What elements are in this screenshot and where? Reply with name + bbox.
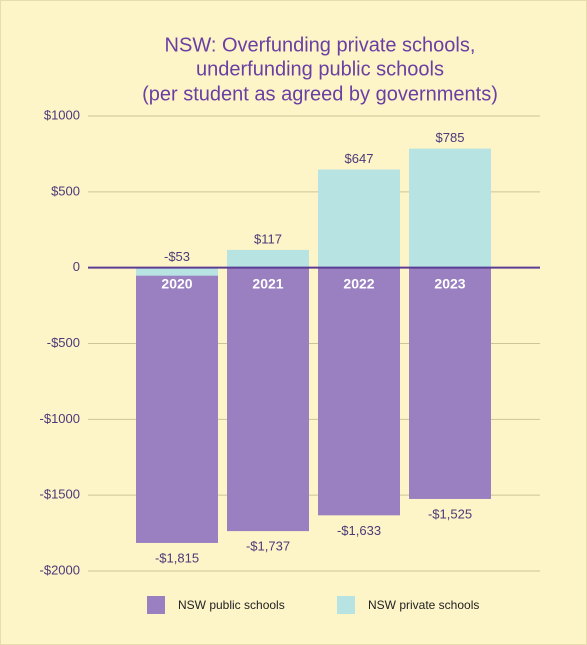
legend-label: NSW private schools <box>368 598 479 612</box>
value-label: -$1,633 <box>337 523 381 538</box>
chart-title: NSW: Overfunding private schools, <box>165 34 476 56</box>
category-label: 2023 <box>434 275 465 291</box>
y-tick-label: 0 <box>73 259 80 274</box>
value-label: -$53 <box>164 249 190 264</box>
value-label: -$1,525 <box>428 506 472 521</box>
y-tick-label: -$1000 <box>40 411 80 426</box>
value-label: $647 <box>345 151 374 166</box>
bar <box>136 267 218 543</box>
value-label: $785 <box>436 130 465 145</box>
bar <box>409 148 491 268</box>
category-label: 2021 <box>252 275 283 291</box>
y-tick-label: -$1500 <box>40 487 80 502</box>
y-tick-label: -$500 <box>47 335 80 350</box>
legend-label: NSW public schools <box>178 598 285 612</box>
bar <box>409 267 491 499</box>
y-tick-label: -$2000 <box>40 562 80 577</box>
legend-swatch <box>337 596 355 614</box>
y-tick-label: $500 <box>51 183 80 198</box>
chart-title: underfunding public schools <box>196 58 444 80</box>
value-label: -$1,815 <box>155 550 199 565</box>
value-label: -$1,737 <box>246 539 290 554</box>
bar <box>227 267 309 532</box>
legend-swatch <box>147 596 165 614</box>
chart-title: (per student as agreed by governments) <box>142 83 498 105</box>
bar <box>227 249 309 268</box>
bar <box>318 169 400 268</box>
bar <box>318 267 400 516</box>
value-label: $117 <box>254 231 282 246</box>
category-label: 2022 <box>343 275 374 291</box>
category-label: 2020 <box>161 275 192 291</box>
bar <box>136 267 218 276</box>
y-tick-label: $1000 <box>44 107 80 122</box>
